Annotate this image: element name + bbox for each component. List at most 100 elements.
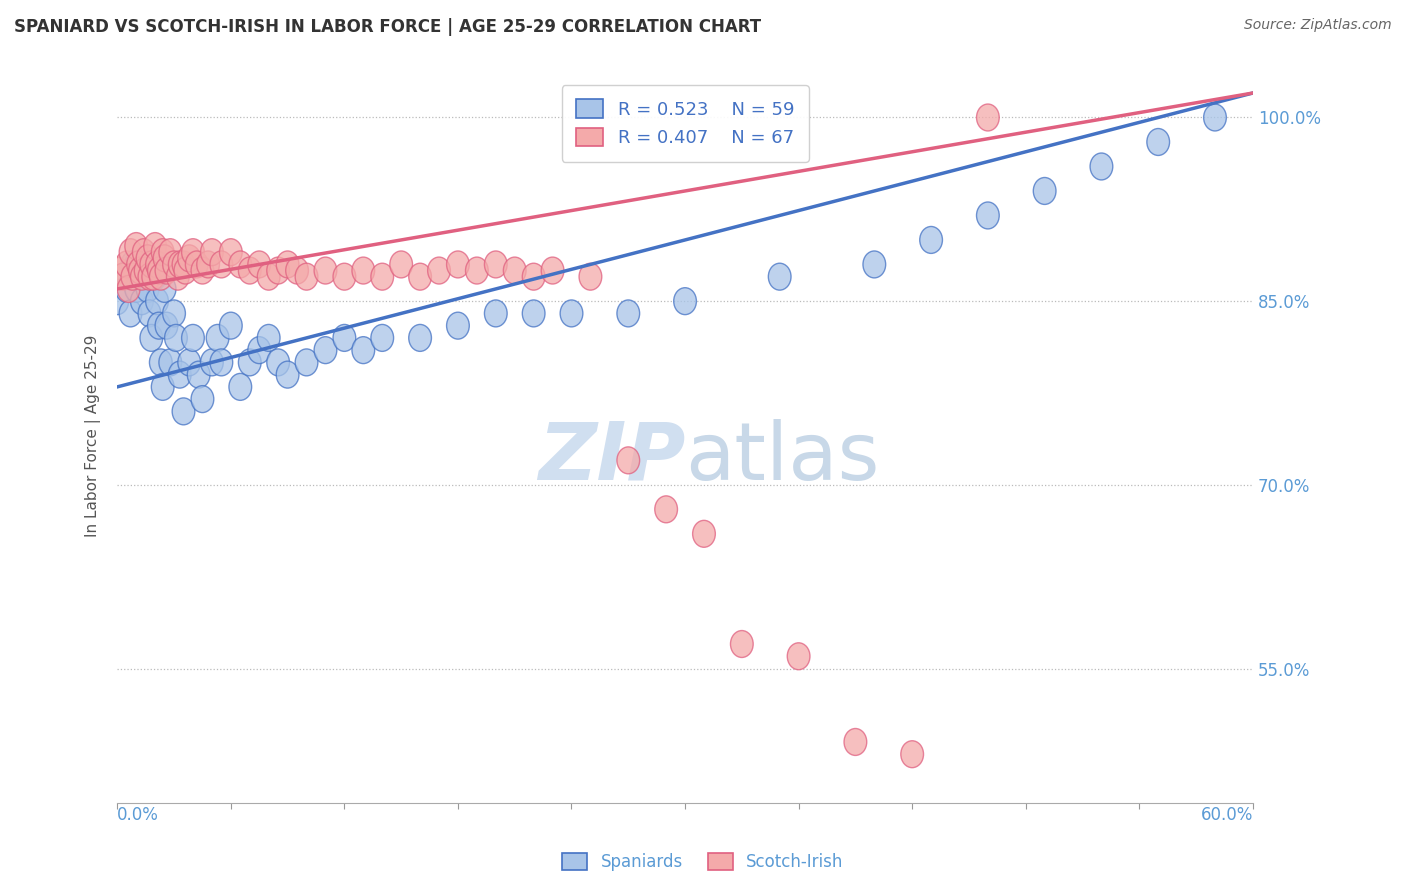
Ellipse shape <box>111 263 135 290</box>
Ellipse shape <box>121 251 143 278</box>
Ellipse shape <box>136 244 159 272</box>
Ellipse shape <box>142 263 165 290</box>
Ellipse shape <box>209 251 233 278</box>
Ellipse shape <box>1090 153 1112 180</box>
Ellipse shape <box>152 239 174 266</box>
Ellipse shape <box>136 276 159 302</box>
Ellipse shape <box>143 233 166 260</box>
Ellipse shape <box>105 257 128 284</box>
Ellipse shape <box>105 288 128 315</box>
Ellipse shape <box>115 276 138 302</box>
Ellipse shape <box>267 257 290 284</box>
Ellipse shape <box>485 251 508 278</box>
Ellipse shape <box>257 325 280 351</box>
Legend: Spaniards, Scotch-Irish: Spaniards, Scotch-Irish <box>554 845 852 880</box>
Ellipse shape <box>169 251 191 278</box>
Ellipse shape <box>219 239 242 266</box>
Ellipse shape <box>731 631 754 657</box>
Ellipse shape <box>371 263 394 290</box>
Ellipse shape <box>655 496 678 523</box>
Ellipse shape <box>149 349 172 376</box>
Ellipse shape <box>541 257 564 284</box>
Ellipse shape <box>920 227 942 253</box>
Ellipse shape <box>485 300 508 326</box>
Ellipse shape <box>579 263 602 290</box>
Ellipse shape <box>159 239 181 266</box>
Ellipse shape <box>1204 104 1226 131</box>
Ellipse shape <box>111 263 135 290</box>
Ellipse shape <box>768 263 792 290</box>
Ellipse shape <box>1033 178 1056 204</box>
Ellipse shape <box>138 300 160 326</box>
Ellipse shape <box>844 729 866 756</box>
Ellipse shape <box>159 349 181 376</box>
Ellipse shape <box>427 257 450 284</box>
Text: Source: ZipAtlas.com: Source: ZipAtlas.com <box>1244 18 1392 32</box>
Ellipse shape <box>181 239 204 266</box>
Ellipse shape <box>314 336 337 364</box>
Ellipse shape <box>148 312 170 339</box>
Ellipse shape <box>1147 128 1170 155</box>
Ellipse shape <box>125 233 148 260</box>
Ellipse shape <box>143 263 166 290</box>
Ellipse shape <box>146 251 169 278</box>
Ellipse shape <box>191 257 214 284</box>
Ellipse shape <box>186 251 208 278</box>
Ellipse shape <box>152 374 174 401</box>
Ellipse shape <box>163 300 186 326</box>
Ellipse shape <box>172 251 195 278</box>
Ellipse shape <box>693 520 716 548</box>
Ellipse shape <box>503 257 526 284</box>
Ellipse shape <box>285 257 308 284</box>
Ellipse shape <box>863 251 886 278</box>
Ellipse shape <box>257 263 280 290</box>
Ellipse shape <box>153 244 176 272</box>
Ellipse shape <box>128 263 152 290</box>
Ellipse shape <box>239 257 262 284</box>
Ellipse shape <box>267 349 290 376</box>
Ellipse shape <box>522 263 546 290</box>
Ellipse shape <box>247 336 270 364</box>
Ellipse shape <box>352 257 374 284</box>
Ellipse shape <box>389 251 412 278</box>
Ellipse shape <box>617 447 640 474</box>
Ellipse shape <box>447 312 470 339</box>
Ellipse shape <box>155 312 177 339</box>
Ellipse shape <box>135 257 157 284</box>
Ellipse shape <box>153 276 176 302</box>
Ellipse shape <box>127 251 149 278</box>
Text: SPANIARD VS SCOTCH-IRISH IN LABOR FORCE | AGE 25-29 CORRELATION CHART: SPANIARD VS SCOTCH-IRISH IN LABOR FORCE … <box>14 18 761 36</box>
Ellipse shape <box>229 374 252 401</box>
Ellipse shape <box>295 349 318 376</box>
Ellipse shape <box>247 251 270 278</box>
Ellipse shape <box>115 251 138 278</box>
Ellipse shape <box>977 202 1000 229</box>
Ellipse shape <box>174 257 197 284</box>
Text: 60.0%: 60.0% <box>1201 805 1253 823</box>
Ellipse shape <box>207 325 229 351</box>
Ellipse shape <box>409 325 432 351</box>
Ellipse shape <box>522 300 546 326</box>
Ellipse shape <box>333 263 356 290</box>
Ellipse shape <box>131 288 153 315</box>
Ellipse shape <box>447 251 470 278</box>
Ellipse shape <box>120 239 142 266</box>
Ellipse shape <box>138 263 160 290</box>
Ellipse shape <box>125 251 148 278</box>
Ellipse shape <box>409 263 432 290</box>
Ellipse shape <box>219 312 242 339</box>
Legend: R = 0.523    N = 59, R = 0.407    N = 67: R = 0.523 N = 59, R = 0.407 N = 67 <box>561 85 808 161</box>
Ellipse shape <box>209 349 233 376</box>
Ellipse shape <box>163 251 186 278</box>
Ellipse shape <box>135 251 157 278</box>
Ellipse shape <box>141 251 163 278</box>
Ellipse shape <box>120 300 142 326</box>
Ellipse shape <box>172 398 195 425</box>
Ellipse shape <box>131 263 153 290</box>
Ellipse shape <box>187 361 209 388</box>
Ellipse shape <box>276 361 299 388</box>
Ellipse shape <box>977 104 1000 131</box>
Ellipse shape <box>149 263 172 290</box>
Ellipse shape <box>617 300 640 326</box>
Text: 0.0%: 0.0% <box>117 805 159 823</box>
